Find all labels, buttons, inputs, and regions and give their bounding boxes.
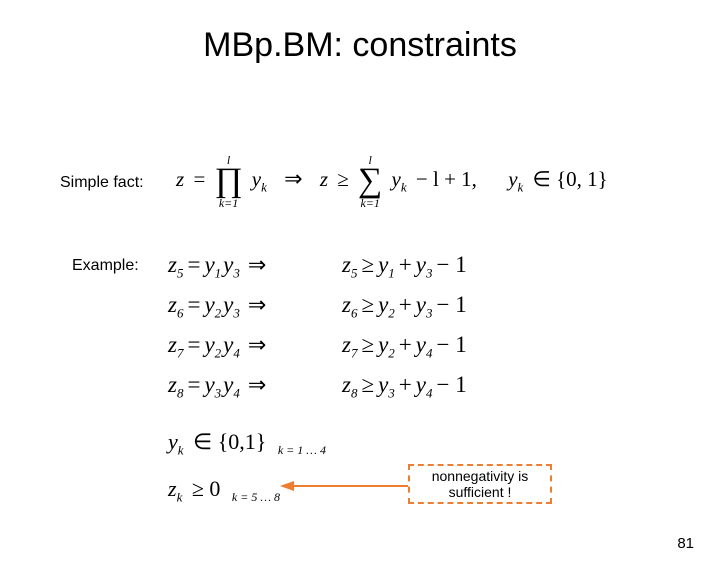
sum-lower: k=1 <box>358 197 382 209</box>
arrow-icon <box>280 478 410 494</box>
example-row-right: z7≥y2+y4− 1 <box>342 332 471 362</box>
yk-domain-row: yk ∈ {0,1} k = 1 … 4 <box>168 429 326 458</box>
example-row-left: z8=y3y4⇒ <box>168 372 274 402</box>
yk-sub-b: k <box>178 442 184 457</box>
yk-domain-var: y <box>486 167 517 191</box>
z-var-2: z <box>320 167 328 191</box>
zk-sub-b: k <box>177 489 183 504</box>
example-label: Example: <box>72 257 139 275</box>
zk-range: k = 5 … 8 <box>232 490 280 504</box>
example-row-left: z7=y2y4⇒ <box>168 332 274 362</box>
implies-op: ⇒ <box>272 166 314 191</box>
yk-domain-set: ∈ {0, 1} <box>529 167 612 191</box>
rhs-tail: − l + 1, <box>412 167 481 191</box>
example-row-left: z5=y1y3⇒ <box>168 252 274 282</box>
nonnegativity-callout: nonnegativity is sufficient ! <box>408 464 552 504</box>
yk-var-2: y <box>392 167 401 191</box>
yk-var-b: y <box>168 429 178 454</box>
example-row-left: z6=y2y3⇒ <box>168 292 274 322</box>
zk-var-b: z <box>168 476 177 501</box>
yk-domain-sub: k <box>518 179 524 194</box>
zk-rel: ≥ 0 <box>188 476 225 501</box>
yk-range: k = 1 … 4 <box>278 443 326 457</box>
eq-op: = <box>189 167 209 191</box>
simple-fact-label: Simple fact: <box>60 174 144 192</box>
z-var: z <box>176 167 184 191</box>
yk-sub: k <box>261 179 267 194</box>
sum-symbol: ∑ <box>358 166 382 197</box>
simple-fact-math: z = l ∏ k=1 yk ⇒ z ≥ l ∑ k=1 yk − l + 1,… <box>176 154 612 209</box>
zk-nonneg-row: zk ≥ 0 k = 5 … 8 <box>168 476 280 505</box>
example-row-right: z8≥y3+y4− 1 <box>342 372 471 402</box>
product-operator: l ∏ k=1 <box>215 154 243 209</box>
example-row-right: z5≥y1+y3− 1 <box>342 252 471 282</box>
yk-set-b: ∈ {0,1} <box>189 429 270 454</box>
sum-operator: l ∑ k=1 <box>358 154 382 209</box>
yk-sub-2: k <box>401 179 407 194</box>
prod-symbol: ∏ <box>215 166 243 197</box>
slide-title: MBp.BM: constraints <box>0 26 720 65</box>
callout-text: nonnegativity is sufficient ! <box>410 468 550 500</box>
yk-var: y <box>252 167 261 191</box>
page-number: 81 <box>677 535 694 552</box>
ge-op: ≥ <box>333 167 353 191</box>
example-row-right: z6≥y2+y3− 1 <box>342 292 471 322</box>
